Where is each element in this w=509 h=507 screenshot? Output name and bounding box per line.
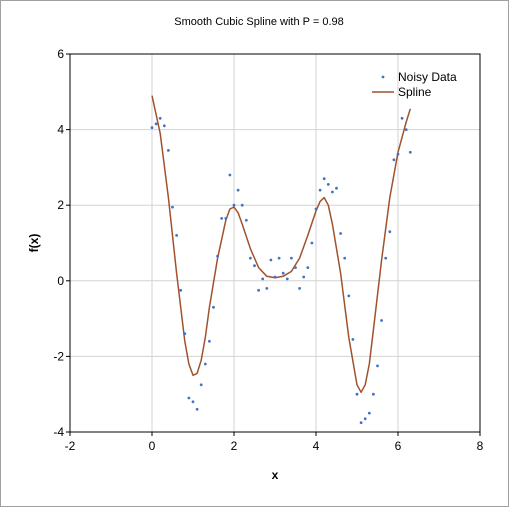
data-point-19	[228, 173, 232, 177]
legend-label-spline: Spline	[398, 85, 432, 99]
data-point-7	[179, 288, 183, 292]
data-point-0	[150, 126, 154, 130]
data-point-2	[158, 116, 162, 120]
data-point-59	[392, 158, 396, 162]
data-point-38	[306, 266, 310, 269]
data-point-60	[396, 152, 400, 156]
data-point-62	[404, 128, 408, 132]
data-point-51	[359, 421, 363, 424]
data-point-16	[216, 254, 220, 258]
x-tick-label-4: 6	[395, 439, 402, 453]
data-point-35	[294, 266, 297, 269]
data-point-3	[162, 124, 166, 128]
data-point-10	[191, 400, 195, 404]
data-point-42	[322, 177, 326, 181]
data-point-21	[236, 188, 240, 192]
data-point-18	[224, 217, 228, 220]
spline-line	[151, 95, 412, 394]
legend-label-noisy-data: Noisy Data	[398, 70, 457, 84]
x-tick-label-5: 8	[477, 439, 484, 453]
x-tick-label-1: 0	[149, 439, 156, 453]
chart-title: Smooth Cubic Spline with P = 0.98	[174, 16, 343, 28]
data-point-52	[363, 417, 367, 421]
y-tick-label-4: 4	[57, 123, 64, 137]
data-point-53	[367, 411, 371, 415]
x-tick-label-2: 2	[231, 439, 238, 453]
data-point-25	[253, 264, 256, 268]
data-point-36	[298, 287, 301, 290]
data-point-58	[388, 230, 392, 234]
y-tick-label-2: 0	[57, 274, 64, 288]
plot-area	[69, 53, 481, 433]
data-point-11	[195, 407, 199, 411]
data-point-31	[277, 256, 281, 260]
data-point-43	[326, 183, 330, 186]
data-point-23	[244, 218, 248, 222]
legend: Noisy Data Spline	[372, 70, 457, 99]
x-axis-label: x	[272, 468, 279, 482]
y-tick-label-1: -2	[53, 349, 64, 363]
data-point-1	[154, 122, 158, 126]
data-point-6	[175, 234, 179, 237]
data-point-32	[281, 271, 285, 275]
data-point-37	[302, 275, 306, 279]
data-point-47	[343, 256, 347, 260]
data-point-15	[212, 305, 215, 309]
data-point-50	[355, 392, 359, 396]
grid	[69, 53, 481, 433]
data-point-13	[203, 362, 207, 366]
data-point-48	[347, 294, 351, 298]
data-point-17	[220, 217, 224, 220]
data-point-28	[265, 287, 269, 290]
data-point-22	[240, 203, 244, 207]
data-point-39	[310, 241, 314, 245]
data-point-9	[187, 396, 191, 400]
data-point-40	[314, 207, 318, 211]
data-point-46	[339, 232, 342, 235]
data-point-26	[257, 288, 260, 292]
data-point-57	[384, 256, 388, 260]
y-tick-label-5: 6	[57, 47, 64, 61]
data-point-34	[290, 256, 293, 260]
data-point-61	[400, 116, 404, 120]
data-point-4	[167, 149, 170, 152]
data-point-55	[376, 364, 379, 368]
x-tick-label-3: 4	[313, 439, 320, 453]
x-tick-label-0: -2	[65, 439, 76, 453]
data-point-63	[408, 150, 412, 154]
data-point-5	[171, 205, 174, 209]
data-point-24	[249, 256, 252, 260]
data-point-20	[232, 203, 236, 207]
data-point-44	[331, 190, 334, 194]
data-point-33	[285, 277, 289, 281]
data-point-29	[269, 258, 273, 262]
legend-marker-noisy-data	[381, 75, 385, 79]
data-point-49	[351, 338, 355, 341]
data-point-54	[372, 392, 375, 396]
data-point-14	[208, 339, 211, 343]
data-point-41	[318, 188, 322, 192]
data-point-56	[380, 319, 383, 322]
data-point-27	[261, 277, 265, 281]
data-point-8	[183, 332, 187, 336]
y-axis-label: f(x)	[27, 234, 41, 253]
data-point-12	[199, 383, 203, 387]
y-tick-label-0: -4	[53, 425, 64, 439]
y-tick-label-3: 2	[57, 198, 64, 212]
series-layer	[150, 95, 412, 424]
data-point-30	[273, 275, 277, 279]
data-point-45	[335, 186, 338, 190]
